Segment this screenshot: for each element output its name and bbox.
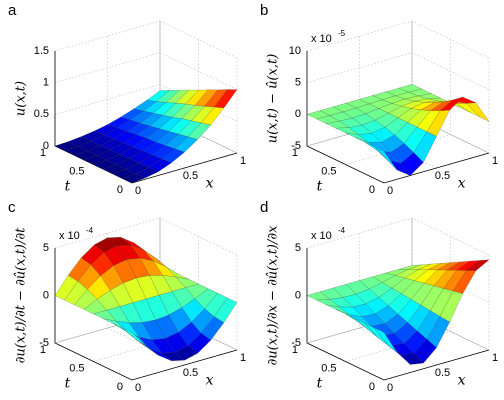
t-tick-label: 0.5 — [321, 362, 336, 374]
z-tick-label: 0 — [43, 140, 49, 152]
t-tick-label: 0 — [117, 184, 123, 196]
t-tick-label: 1 — [40, 147, 46, 159]
z-axis-label: ∂u(x,t)/∂x − ∂û(x,t)/∂x — [266, 225, 281, 366]
z-tick-label: 5 — [295, 77, 301, 89]
multiplier-base: x 10 — [311, 33, 332, 45]
z-tick-label: -5 — [291, 337, 301, 349]
t-tick-label: 0.5 — [321, 165, 336, 177]
x-axis-label: x — [206, 372, 214, 388]
grid-line — [54, 217, 238, 256]
grid-line — [54, 20, 238, 59]
surface-patch — [374, 327, 398, 353]
z-tick-label: 10 — [289, 45, 301, 57]
x-tick-label: 1 — [240, 352, 246, 364]
z-tick-label: 1.5 — [34, 45, 49, 57]
t-tick-label: 0 — [369, 381, 375, 393]
surface-patch — [122, 173, 146, 184]
x-tick-label: 0.5 — [183, 367, 198, 379]
panel-label: d — [260, 199, 268, 216]
z-tick-label: 5 — [295, 242, 301, 254]
x-tick-label: 0 — [135, 185, 141, 197]
x-axis-label: x — [458, 372, 466, 388]
z-tick-label: 0 — [295, 289, 301, 301]
surface-patch — [122, 327, 146, 346]
t-tick-label: 0.5 — [69, 165, 84, 177]
grid-line — [306, 217, 490, 256]
z-tick-label: 0.5 — [34, 108, 49, 120]
z-axis-label: u(x,t) − û(x,t) — [266, 54, 281, 144]
x-axis-label: x — [458, 175, 466, 191]
z-axis-label: u(x,t) — [14, 81, 29, 116]
panel: -5 0 5 0 0.5 1 0 0.5 1 x t ∂u(x,t)/∂t − ∂û(x,t)/∂t x… — [8, 199, 246, 394]
z-tick-label: -5 — [291, 140, 301, 152]
multiplier-base: x 10 — [311, 230, 332, 242]
t-tick-label: 0 — [369, 184, 375, 196]
axis-box — [306, 51, 490, 184]
z-tick-label: 1 — [43, 77, 49, 89]
z-tick-label: 0 — [43, 289, 49, 301]
t-tick-label: 0 — [117, 381, 123, 393]
x-tick-label: 0 — [387, 185, 393, 197]
t-axis-label: t — [317, 376, 323, 392]
multiplier-exponent: -4 — [86, 226, 94, 235]
t-tick-label: 1 — [40, 344, 46, 356]
x-tick-label: 0 — [135, 382, 141, 394]
multiplier-exponent: -4 — [338, 226, 346, 235]
panel-label: c — [8, 199, 16, 216]
x-tick-label: 0.5 — [435, 170, 450, 182]
t-tick-label: 0.5 — [69, 362, 84, 374]
t-tick-label: 1 — [292, 147, 298, 159]
grid-line — [306, 52, 490, 90]
x-tick-label: 0.5 — [435, 367, 450, 379]
x-tick-label: 1 — [240, 155, 246, 167]
t-axis-label: t — [65, 376, 71, 392]
t-axis-label: t — [317, 179, 323, 195]
z-axis-label: ∂u(x,t)/∂t − ∂û(x,t)/∂t — [14, 227, 29, 363]
t-tick-label: 1 — [292, 344, 298, 356]
panel-label: b — [260, 2, 268, 19]
panel-label: a — [8, 2, 17, 19]
x-tick-label: 1 — [492, 352, 498, 364]
grid-line — [54, 52, 238, 90]
panel: -5 0 5 0 0.5 1 0 0.5 1 x t ∂u(x,t)/∂x − ∂û(x,t)/∂x x… — [260, 199, 498, 394]
x-tick-label: 1 — [492, 155, 498, 167]
multiplier-exponent: -5 — [338, 29, 346, 38]
x-tick-label: 0.5 — [183, 170, 198, 182]
t-axis-label: t — [65, 179, 71, 195]
z-tick-label: -5 — [39, 337, 49, 349]
z-tick-label: 0 — [295, 108, 301, 120]
grid-line — [306, 20, 490, 59]
z-tick-label: 5 — [43, 242, 49, 254]
surface-patch — [374, 146, 398, 171]
multiplier-base: x 10 — [59, 230, 80, 242]
x-axis-label: x — [206, 175, 214, 191]
x-tick-label: 0 — [387, 382, 393, 394]
